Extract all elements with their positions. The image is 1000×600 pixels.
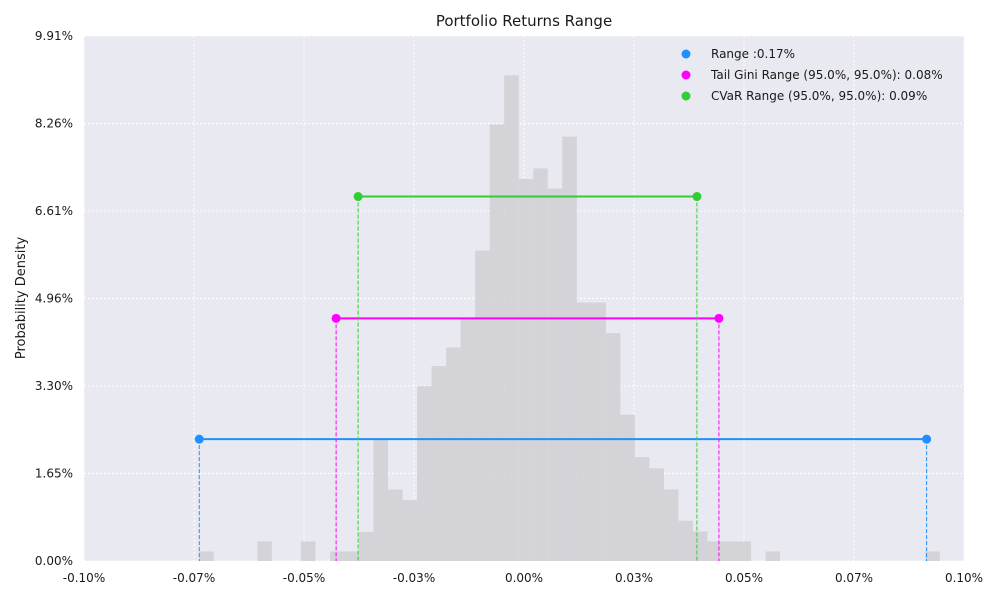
- x-tick-label: 0.07%: [835, 571, 873, 585]
- y-tick-label: 4.96%: [35, 292, 73, 306]
- histogram-bar: [765, 551, 781, 561]
- range-series: [194, 192, 932, 561]
- histogram-bar: [576, 302, 592, 561]
- y-axis-label: Probability Density: [14, 237, 29, 360]
- legend-label: Range :0.17%: [711, 47, 795, 61]
- histogram-bar: [692, 531, 708, 561]
- histogram-bar: [736, 541, 752, 561]
- x-tick-label: 0.00%: [505, 571, 543, 585]
- x-tick-label: 0.10%: [945, 571, 983, 585]
- range-point-end: [714, 313, 724, 323]
- histogram-bar: [300, 541, 316, 561]
- legend-marker: [681, 70, 691, 80]
- x-tick-label: -0.05%: [283, 571, 325, 585]
- y-tick-label: 9.91%: [35, 29, 73, 43]
- histogram-bar: [402, 500, 418, 561]
- chart-title: Portfolio Returns Range: [436, 12, 612, 30]
- histogram-bar: [359, 531, 374, 561]
- histogram-bar: [475, 250, 490, 561]
- histogram-bar: [562, 136, 577, 562]
- y-tick-label: 3.30%: [35, 379, 73, 393]
- legend-marker: [681, 49, 691, 59]
- legend-label: Tail Gini Range (95.0%, 95.0%): 0.08%: [710, 68, 943, 82]
- histogram-bar: [373, 439, 389, 561]
- histogram-bar: [547, 188, 563, 561]
- y-tick-label: 6.61%: [35, 204, 73, 218]
- range-point-end: [692, 192, 702, 202]
- histogram-bar: [518, 179, 534, 561]
- histogram-bar: [722, 541, 737, 561]
- x-tick-label: 0.05%: [725, 571, 763, 585]
- histogram-bar: [649, 468, 664, 561]
- range-point-end: [922, 434, 932, 444]
- histogram-bars: [199, 75, 940, 562]
- range-point-start: [194, 434, 204, 444]
- histogram-bar: [489, 124, 505, 561]
- y-tick-label: 1.65%: [35, 467, 73, 481]
- x-tick-labels: -0.10% -0.07% -0.05% -0.03% 0.00% 0.03% 0.05% 0…: [63, 571, 983, 585]
- histogram-bar: [605, 333, 621, 561]
- histogram-bar: [344, 551, 359, 561]
- histogram-bar: [925, 551, 940, 561]
- histogram-bar: [707, 541, 722, 561]
- histogram-bar: [257, 541, 272, 561]
- x-tick-label: -0.10%: [63, 571, 105, 585]
- range-point-start: [331, 313, 341, 323]
- histogram-bar: [634, 457, 650, 561]
- x-tick-label: -0.07%: [173, 571, 215, 585]
- legend-marker: [681, 91, 691, 101]
- y-tick-label: 8.26%: [35, 117, 73, 131]
- histogram-bar: [329, 551, 345, 561]
- histogram-bar: [446, 347, 461, 561]
- x-tick-label: 0.03%: [615, 571, 653, 585]
- histogram-bar: [199, 551, 214, 561]
- histogram-bar: [620, 414, 635, 561]
- x-tick-label: -0.03%: [393, 571, 435, 585]
- histogram-bar: [678, 520, 693, 561]
- histogram-bar: [533, 168, 548, 562]
- y-tick-label: 0.00%: [35, 554, 73, 568]
- histogram-bar: [591, 302, 606, 561]
- legend: Range :0.17% Tail Gini Range (95.0%, 95.0…: [681, 47, 943, 103]
- histogram-bar: [417, 386, 432, 561]
- histogram-bar: [388, 489, 403, 561]
- histogram-bar: [431, 366, 447, 561]
- range-point-start: [353, 192, 363, 202]
- histogram-bar: [663, 489, 679, 561]
- y-tick-labels: 0.00% 1.65% 3.30% 4.96% 6.61% 8.26% 9.91%: [35, 29, 73, 568]
- legend-label: CVaR Range (95.0%, 95.0%): 0.09%: [711, 89, 927, 103]
